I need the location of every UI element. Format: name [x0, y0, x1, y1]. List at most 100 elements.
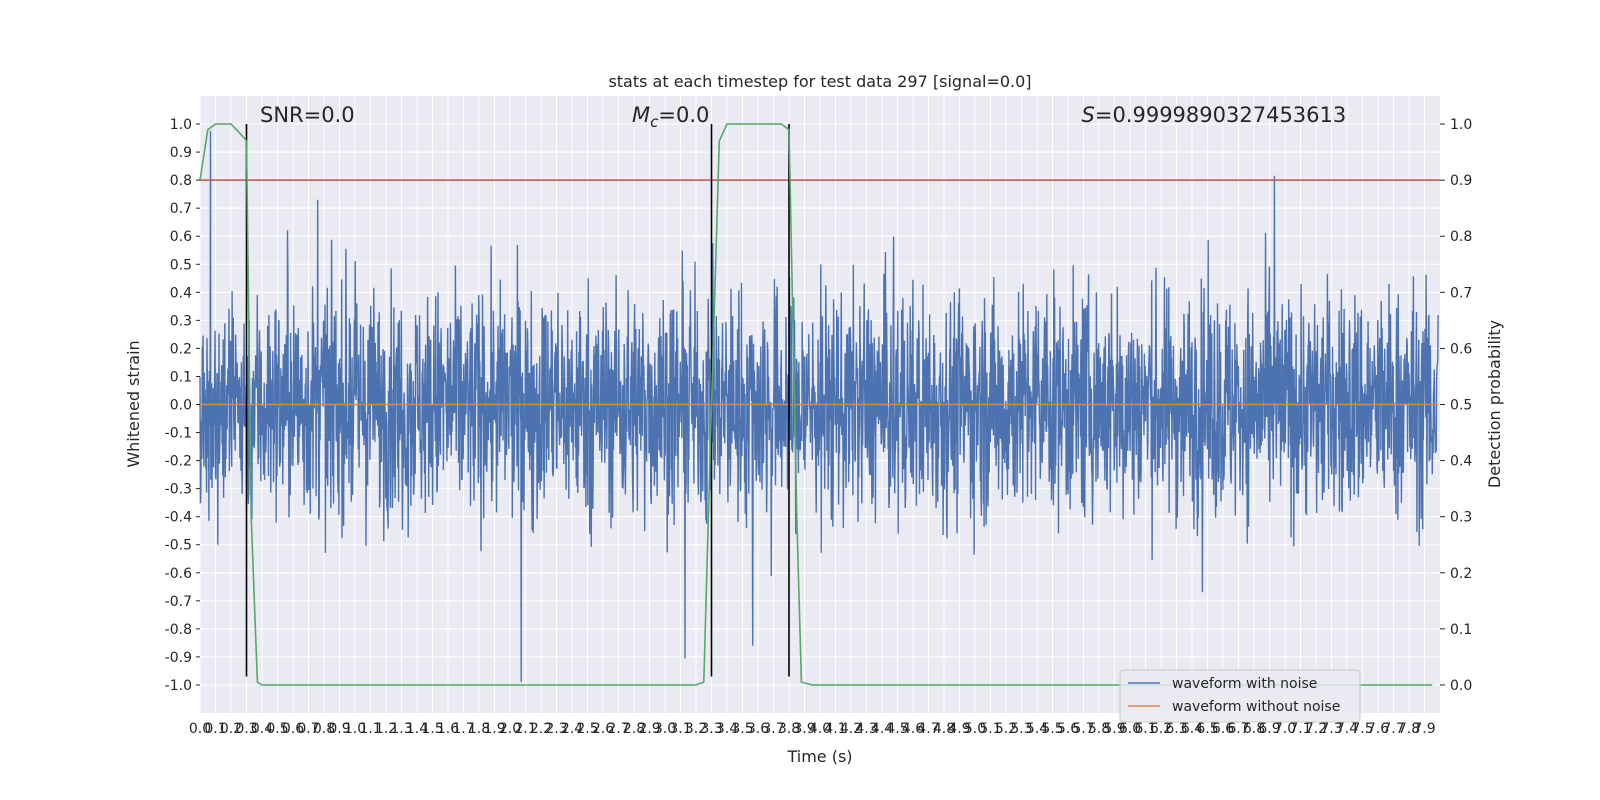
x-tick-label: 5.3: [1010, 721, 1032, 737]
x-tick-label: 6.4: [1181, 721, 1203, 737]
x-tick-label: 0.6: [282, 721, 304, 737]
x-tick-label: 6.7: [1227, 721, 1249, 737]
legend: waveform with noise waveform without noi…: [1119, 669, 1361, 723]
annotation-0: SNR=0.0: [260, 103, 355, 127]
legend-label-clean: waveform without noise: [1172, 699, 1340, 715]
x-tick-label: 4.1: [824, 721, 846, 737]
x-tick-label: 6.5: [1196, 721, 1218, 737]
y-tick-label: 0.8: [170, 173, 192, 189]
x-tick-label: 7.5: [1351, 721, 1373, 737]
x-tick-label: 3.2: [685, 721, 707, 737]
legend-label-noise: waveform with noise: [1172, 676, 1317, 692]
x-tick-label: 6.9: [1258, 721, 1280, 737]
y-tick-label: 0.1: [170, 369, 192, 385]
x-tick-label: 5.6: [1057, 721, 1079, 737]
y2-tick-label: 0.8: [1450, 229, 1472, 245]
x-tick-label: 1.5: [421, 721, 443, 737]
x-tick-label: 5.8: [1088, 721, 1110, 737]
x-tick-label: 6.0: [1119, 721, 1141, 737]
x-tick-label: 7.3: [1320, 721, 1342, 737]
x-tick-label: 1.1: [359, 721, 381, 737]
series-lines: [199, 123, 1440, 686]
y2-axis-label: Detection probability: [1485, 320, 1504, 488]
y-tick-label: -0.6: [165, 566, 192, 582]
y-tick-label: -1.0: [165, 678, 192, 694]
y-tick-label: -0.7: [165, 594, 192, 610]
y-tick-label: 1.0: [170, 117, 192, 133]
x-tick-label: 4.4: [871, 721, 893, 737]
x-tick-label: 7.0: [1274, 721, 1296, 737]
x-tick-label: 3.0: [654, 721, 676, 737]
y-tick-label: 0.4: [170, 285, 192, 301]
x-tick-label: 5.5: [1041, 721, 1063, 737]
y2-tick-label: 0.2: [1450, 566, 1472, 582]
x-tick-label: 6.6: [1212, 721, 1234, 737]
y-tick-label: 0.2: [170, 341, 192, 357]
x-tick-label: 1.9: [483, 721, 505, 737]
x-tick-label: 7.6: [1367, 721, 1389, 737]
x-tick-label: 3.1: [669, 721, 691, 737]
x-tick-label: 4.7: [917, 721, 939, 737]
y-tick-label: -0.8: [165, 622, 192, 638]
y-tick-label: -0.3: [165, 482, 192, 498]
y2-tick-label: 0.4: [1450, 454, 1472, 470]
x-tick-label: 0.3: [235, 721, 257, 737]
x-tick-label: 5.2: [995, 721, 1017, 737]
noise-series: [199, 130, 1439, 683]
y2-tick-label: 0.0: [1450, 678, 1472, 694]
x-tick-label: 5.9: [1103, 721, 1125, 737]
x-tick-label: 1.4: [406, 721, 428, 737]
x-tick-label: 1.3: [390, 721, 412, 737]
x-tick-label: 4.8: [933, 721, 955, 737]
x-tick-label: 3.9: [793, 721, 815, 737]
x-tick-label: 5.7: [1072, 721, 1094, 737]
x-tick-label: 4.5: [886, 721, 908, 737]
y-tick-label: -0.2: [165, 454, 192, 470]
y-axis-label: Whitened strain: [124, 340, 143, 467]
y-tick-label: -0.4: [165, 510, 192, 526]
chart-title: stats at each timestep for test data 297…: [608, 72, 1031, 91]
x-tick-label: 7.2: [1305, 721, 1327, 737]
x-tick-label: 3.4: [716, 721, 738, 737]
x-tick-label: 4.2: [840, 721, 862, 737]
x-tick-label: 3.5: [731, 721, 753, 737]
y2-tick-label: 0.9: [1450, 173, 1472, 189]
x-tick-label: 2.0: [499, 721, 521, 737]
x-tick-label: 7.7: [1382, 721, 1404, 737]
legend-box: [1119, 669, 1361, 723]
x-tick-label: 5.4: [1026, 721, 1048, 737]
series-detection-probability: [199, 123, 1433, 686]
x-tick-label: 0.9: [328, 721, 350, 737]
x-tick-label: 3.3: [700, 721, 722, 737]
x-tick-label: 7.1: [1289, 721, 1311, 737]
series-waveform-with-noise: [199, 130, 1439, 683]
annotation-2: S=0.9999890327453613: [1082, 103, 1347, 127]
x-tick-label: 2.1: [514, 721, 536, 737]
x-tick-label: 3.6: [747, 721, 769, 737]
tick-labels: 0.00.10.20.30.40.50.60.70.80.91.01.11.21…: [165, 117, 1473, 737]
x-tick-label: 1.8: [468, 721, 490, 737]
x-tick-label: 0.8: [313, 721, 335, 737]
y-tick-label: 0.6: [170, 229, 192, 245]
x-tick-label: 0.4: [251, 721, 273, 737]
x-tick-label: 0.0: [189, 721, 211, 737]
x-tick-label: 0.2: [220, 721, 242, 737]
x-tick-label: 1.2: [375, 721, 397, 737]
y-tick-label: 0.5: [170, 257, 192, 273]
x-tick-label: 2.2: [530, 721, 552, 737]
x-tick-label: 7.4: [1336, 721, 1358, 737]
x-tick-label: 7.9: [1413, 721, 1435, 737]
x-axis-label: Time (s): [786, 747, 852, 766]
y2-tick-label: 0.1: [1450, 622, 1472, 638]
x-tick-label: 6.3: [1165, 721, 1187, 737]
y-tick-label: -0.9: [165, 650, 192, 666]
y2-tick-label: 0.7: [1450, 285, 1472, 301]
y2-tick-label: 0.6: [1450, 341, 1472, 357]
x-tick-label: 2.6: [592, 721, 614, 737]
x-tick-label: 6.8: [1243, 721, 1265, 737]
y2-tick-label: 0.5: [1450, 398, 1472, 414]
x-tick-label: 5.1: [979, 721, 1001, 737]
x-tick-label: 2.8: [623, 721, 645, 737]
x-tick-label: 0.1: [204, 721, 226, 737]
